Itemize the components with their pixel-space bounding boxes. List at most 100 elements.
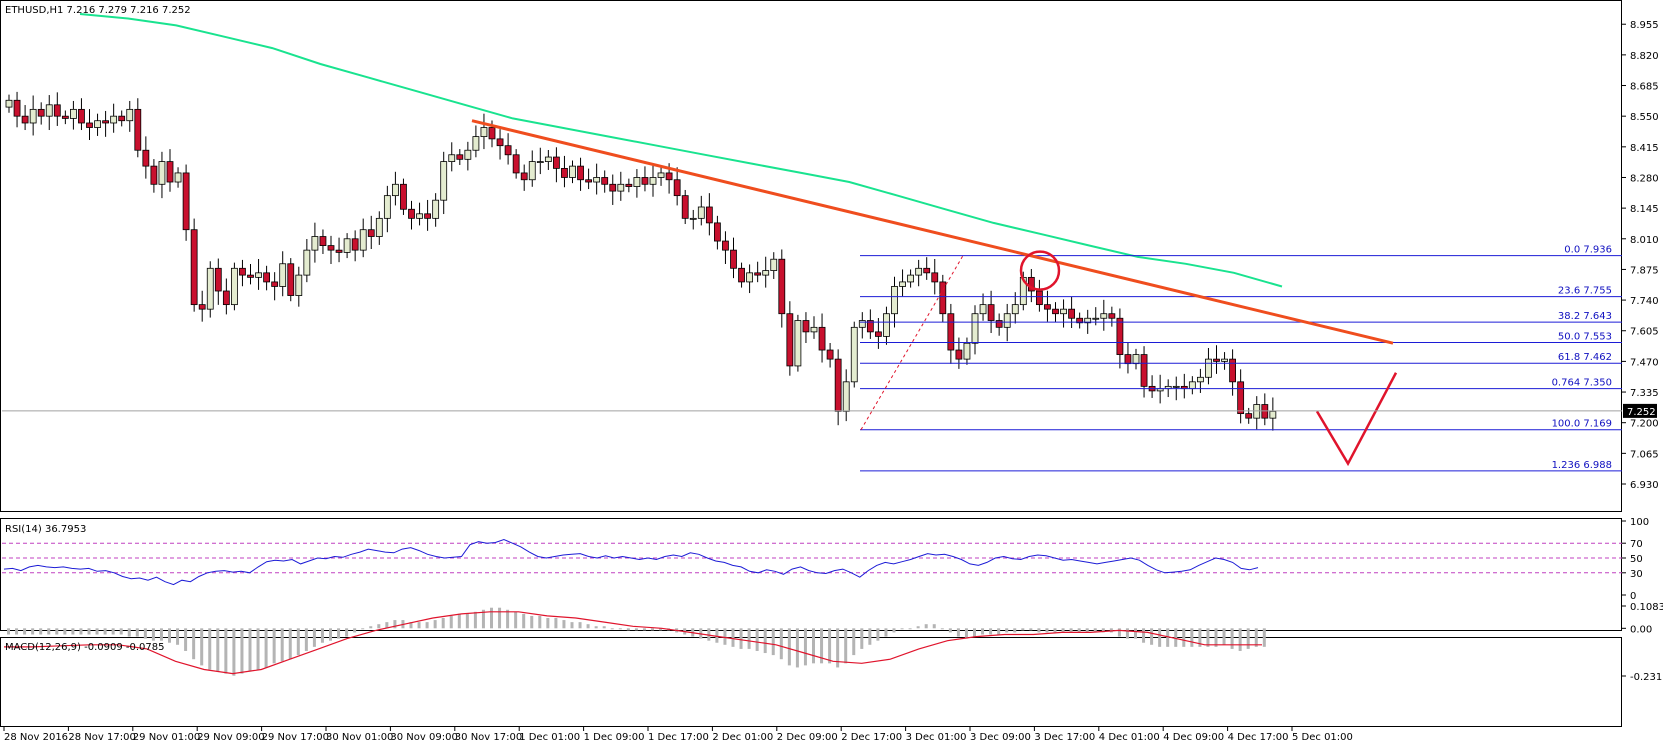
macd-bar-108 — [876, 628, 880, 641]
macd-bar-76 — [618, 628, 622, 630]
time-axis-label-19: 4 Dec 17:00 — [1228, 732, 1289, 743]
current-price-label: 7.252 — [1627, 407, 1656, 418]
time-axis-label-16: 3 Dec 17:00 — [1034, 732, 1095, 743]
main-chart-title: ETHUSD,H1 7.216 7.279 7.216 7.252 — [5, 5, 191, 16]
candle-body-32 — [263, 272, 271, 283]
downtrend-line — [471, 119, 1394, 345]
price-axis-label-14: 7.065 — [1630, 449, 1659, 460]
macd-bar-69 — [562, 620, 566, 629]
macd-bar-30 — [248, 628, 252, 672]
macd-bar-88 — [715, 628, 719, 643]
candle-body-114 — [923, 267, 931, 274]
candle-body-120 — [971, 313, 979, 344]
macd-bar-146 — [1182, 628, 1186, 647]
macd-bar-36 — [296, 628, 300, 656]
candle-body-106 — [858, 320, 866, 328]
macd-bar-120 — [973, 628, 976, 637]
candle-body-26 — [214, 267, 222, 292]
candle-body-97 — [786, 313, 794, 367]
macd-bar-89 — [723, 628, 727, 645]
rsi-axis-label-3: 30 — [1630, 569, 1643, 580]
macd-bar-133 — [1077, 628, 1081, 633]
macd-bar-155 — [1254, 628, 1258, 647]
candle-body-136 — [1100, 313, 1108, 319]
time-axis-label-0: 28 Nov 2016 — [4, 732, 68, 743]
main-price-layer: 0.0 7.936 23.6 7.755 38.2 7.643 50.0 7.553 6… — [2, 13, 1622, 472]
macd-bar-4 — [39, 628, 43, 635]
macd-bar-153 — [1238, 628, 1242, 651]
candle-body-62 — [504, 145, 512, 156]
macd-bar-136 — [1101, 628, 1105, 633]
macd-bar-129 — [1045, 628, 1049, 633]
macd-axis-label-1: 0.00 — [1630, 624, 1652, 635]
macd-bar-73 — [594, 626, 598, 629]
candle-body-24 — [198, 304, 206, 310]
candle-body-128 — [1036, 290, 1043, 306]
macd-bar-44 — [361, 628, 365, 630]
candle-body-119 — [963, 342, 971, 360]
macd-bar-1 — [15, 628, 19, 635]
candle-body-0 — [5, 99, 13, 108]
macd-bar-47 — [385, 622, 389, 629]
time-axis-label-15: 3 Dec 09:00 — [970, 732, 1031, 743]
candle-body-29 — [239, 267, 246, 276]
candle-body-105 — [850, 326, 858, 383]
macd-bar-96 — [779, 628, 783, 660]
candle-body-49 — [400, 183, 407, 210]
rsi-line — [3, 538, 1259, 586]
candle-body-35 — [287, 263, 295, 296]
macd-bar-64 — [522, 613, 526, 629]
macd-bar-21 — [176, 628, 180, 645]
macd-bar-33 — [272, 628, 276, 664]
macd-bar-27 — [224, 628, 228, 674]
macd-bar-48 — [393, 620, 397, 629]
macd-bar-16 — [135, 628, 139, 637]
macd-chart-title: MACD(12,26,9) -0.0909 -0.0785 — [5, 642, 165, 653]
candle-body-30 — [247, 274, 254, 278]
macd-bar-132 — [1069, 628, 1073, 633]
macd-bar-103 — [836, 628, 840, 668]
candle-body-93 — [754, 272, 762, 276]
candle-body-36 — [295, 274, 303, 296]
candle-body-28 — [230, 267, 238, 306]
candle-body-112 — [907, 274, 914, 283]
candle-body-72 — [585, 179, 592, 183]
macd-bar-154 — [1246, 628, 1250, 649]
macd-panel-frame — [0, 637, 1622, 727]
fib-level-label-2: 38.2 7.643 — [1558, 311, 1612, 322]
candle-body-147 — [1188, 381, 1196, 390]
candle-body-40 — [327, 245, 335, 251]
candle-body-44 — [359, 229, 367, 251]
macd-bar-60 — [490, 607, 493, 629]
candle-body-3 — [29, 108, 37, 124]
macd-bar-92 — [747, 628, 751, 649]
candle-body-107 — [866, 320, 874, 333]
fib-level-label-6: 100.0 7.169 — [1552, 419, 1612, 430]
candle-body-50 — [408, 208, 415, 219]
macd-bar-46 — [377, 624, 381, 629]
candle-body-84 — [681, 195, 689, 219]
macd-bar-22 — [184, 628, 188, 651]
candle-body-8 — [70, 108, 77, 119]
macd-bar-8 — [71, 628, 75, 635]
macd-bar-99 — [803, 628, 807, 666]
candle-body-45 — [367, 229, 375, 237]
time-axis-label-13: 2 Dec 17:00 — [841, 732, 902, 743]
macd-bar-98 — [795, 628, 799, 668]
macd-bar-53 — [433, 620, 437, 629]
macd-bar-71 — [578, 622, 582, 629]
macd-bar-104 — [844, 628, 848, 664]
macd-bar-19 — [159, 628, 163, 641]
candle-body-83 — [673, 179, 681, 197]
macd-bar-102 — [828, 628, 832, 664]
macd-bar-28 — [232, 628, 236, 676]
candle-body-123 — [995, 320, 1003, 328]
candle-body-81 — [657, 172, 665, 178]
macd-bar-11 — [95, 628, 99, 635]
price-axis-label-1: 8.820 — [1630, 51, 1659, 62]
macd-bar-56 — [457, 613, 461, 629]
macd-bar-124 — [1005, 628, 1009, 633]
candle-body-14 — [118, 115, 126, 122]
candle-body-108 — [875, 331, 882, 337]
